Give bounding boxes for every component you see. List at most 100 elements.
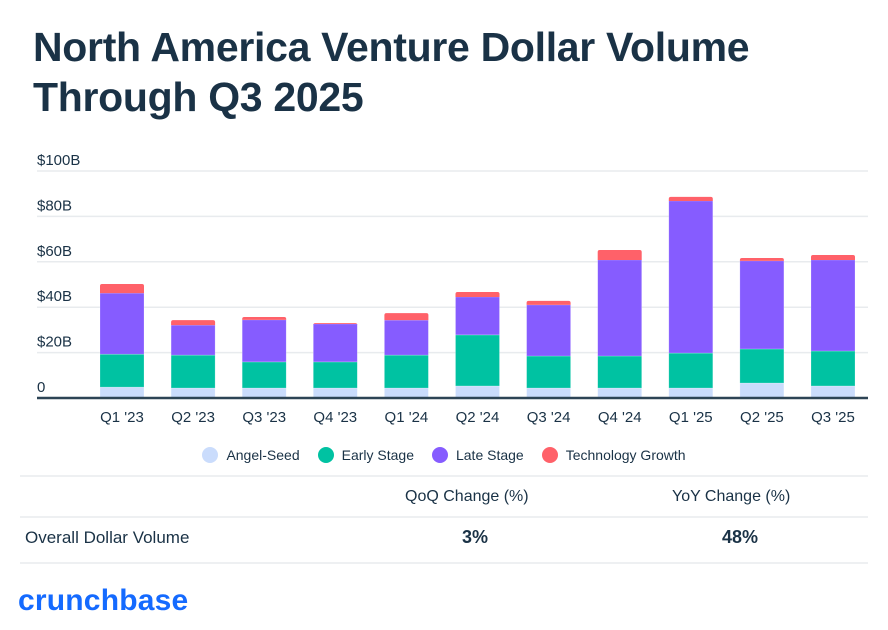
bar-stack <box>739 257 785 399</box>
bar-segment-angel-seed <box>384 387 429 399</box>
bar-stack <box>312 323 358 399</box>
bar-segment-angel-seed <box>810 385 856 399</box>
y-tick-label: $100B <box>37 152 80 169</box>
legend-item-angel-seed[interactable]: Angel-Seed <box>202 447 300 463</box>
table-header-qoq: QoQ Change (%) <box>405 488 529 505</box>
bar-stack <box>170 320 216 399</box>
legend-item-late-stage[interactable]: Late Stage <box>431 447 524 463</box>
table-value-yoy: 48% <box>721 527 759 547</box>
table-divider-top <box>20 475 868 477</box>
legend-label: Early Stage <box>341 447 414 463</box>
x-tick-label: Q3 '24 <box>527 409 571 426</box>
bar-segment-technology-growth <box>811 254 855 260</box>
bar-stack <box>810 254 856 399</box>
legend-item-technology-growth[interactable]: Technology Growth <box>541 447 686 463</box>
bar-segment-early-stage <box>99 353 145 388</box>
x-tick-label: Q2 '24 <box>456 409 500 426</box>
bar-segment-early-stage <box>526 355 571 389</box>
x-tick-label: Q4 '24 <box>598 409 642 426</box>
x-tick-label: Q1 '23 <box>100 409 144 426</box>
bar-stack <box>526 300 571 399</box>
bar-segment-angel-seed <box>739 382 785 399</box>
legend-label: Angel-Seed <box>226 447 300 463</box>
x-tick-label: Q4 '23 <box>313 409 357 426</box>
bar-segment-angel-seed <box>597 387 643 399</box>
bar-segment-late-stage <box>810 259 856 352</box>
bar-segment-angel-seed <box>99 386 145 399</box>
x-tick-label: Q2 '23 <box>171 409 215 426</box>
bar-segment-late-stage <box>241 319 287 363</box>
bar-segment-early-stage <box>597 355 643 389</box>
bars <box>99 196 856 399</box>
crunchbase-logo: crunchbase <box>18 584 189 617</box>
x-tick-label: Q3 '25 <box>811 409 855 426</box>
y-tick-label: $80B <box>37 197 72 214</box>
bar-segment-technology-growth <box>313 323 358 326</box>
bar-segment-late-stage <box>739 260 785 350</box>
bar-segment-angel-seed <box>170 387 216 399</box>
x-tick-label: Q3 '23 <box>242 409 286 426</box>
y-tick-label: $40B <box>37 288 72 305</box>
bar-segment-early-stage <box>810 350 856 387</box>
table-divider-bottom <box>20 562 868 564</box>
bar-segment-early-stage <box>312 361 358 389</box>
bar-stack <box>99 284 145 399</box>
bar-stack <box>597 249 643 399</box>
bar-segment-early-stage <box>455 334 500 387</box>
y-tick-label: 0 <box>37 379 45 396</box>
legend-label: Technology Growth <box>565 447 686 463</box>
legend-swatch-late-stage-icon <box>431 447 448 463</box>
y-axis-labels: 0 $20B $40B $60B $80B $100B <box>37 152 80 396</box>
bar-segment-technology-growth <box>171 320 216 326</box>
bar-stack <box>384 313 429 399</box>
bar-stack <box>668 196 714 399</box>
legend-label: Late Stage <box>455 447 524 463</box>
bar-segment-late-stage <box>668 200 714 354</box>
bar-segment-technology-growth <box>668 196 713 201</box>
bar-segment-early-stage <box>668 352 714 389</box>
legend: Angel-Seed Early Stage Late Stage Techno… <box>0 447 888 463</box>
bar-segment-technology-growth <box>739 257 784 261</box>
x-tick-label: Q1 '25 <box>669 409 713 426</box>
legend-swatch-early-stage-icon <box>317 447 334 463</box>
table-header-yoy: YoY Change (%) <box>672 488 791 505</box>
bar-segment-late-stage <box>455 296 500 336</box>
y-tick-label: $60B <box>37 243 72 260</box>
legend-item-early-stage[interactable]: Early Stage <box>317 447 414 463</box>
x-tick-label: Q2 '25 <box>740 409 784 426</box>
bar-segment-technology-growth <box>455 291 500 297</box>
bar-segment-angel-seed <box>526 387 571 399</box>
bar-segment-angel-seed <box>455 385 500 399</box>
bar-segment-angel-seed <box>241 387 287 399</box>
bar-segment-angel-seed <box>668 387 714 399</box>
bar-segment-technology-growth <box>384 313 429 321</box>
bar-segment-early-stage <box>739 348 785 384</box>
bar-segment-late-stage <box>170 324 216 356</box>
bar-segment-late-stage <box>312 323 358 363</box>
bar-stack <box>241 316 287 399</box>
bar-segment-early-stage <box>384 354 429 389</box>
x-tick-label: Q1 '24 <box>385 409 429 426</box>
x-axis-labels: Q1 '23 Q2 '23 Q3 '23 Q4 '23 Q1 '24 Q2 '24 Q3 '… <box>100 409 855 426</box>
bar-segment-late-stage <box>526 304 571 357</box>
bar-segment-technology-growth <box>100 284 144 294</box>
table-value-qoq: 3% <box>461 527 488 547</box>
bar-segment-early-stage <box>241 361 287 389</box>
legend-swatch-technology-growth-icon <box>541 447 558 463</box>
bar-segment-late-stage <box>597 259 643 357</box>
bar-segment-angel-seed <box>312 387 358 399</box>
stacked-bar-chart: 0 $20B $40B $60B $80B $100B Q1 '23 Q2 '23 Q3 '2… <box>37 152 868 426</box>
y-tick-label: $20B <box>37 334 72 351</box>
bar-segment-technology-growth <box>242 316 287 320</box>
bar-stack <box>455 291 500 399</box>
bar-segment-early-stage <box>170 354 216 389</box>
table-row-label: Overall Dollar Volume <box>25 528 190 547</box>
bar-segment-technology-growth <box>597 249 642 260</box>
legend-swatch-angel-seed-icon <box>202 447 219 463</box>
chart-title: North America Venture Dollar Volume Thro… <box>33 24 750 120</box>
bar-segment-late-stage <box>99 292 145 355</box>
table-divider-middle <box>20 516 868 518</box>
gridlines <box>37 170 868 354</box>
bar-segment-late-stage <box>384 319 429 356</box>
bar-segment-technology-growth <box>526 300 571 305</box>
